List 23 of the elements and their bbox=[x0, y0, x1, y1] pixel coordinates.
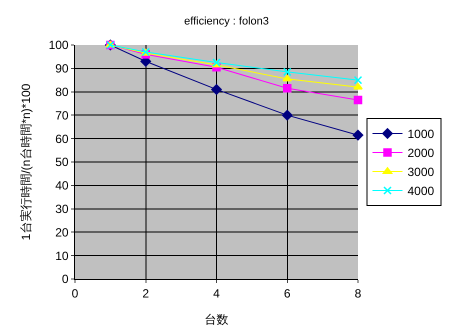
y-tick-label: 30 bbox=[55, 202, 69, 216]
y-tick-label: 20 bbox=[55, 225, 69, 240]
x-tick-label: 8 bbox=[354, 286, 362, 300]
legend-label: 1000 bbox=[407, 127, 435, 142]
legend-label: 2000 bbox=[407, 146, 435, 160]
x-tick-label: 2 bbox=[142, 286, 150, 300]
x-axis-title: 台数 bbox=[204, 312, 228, 326]
y-tick-label: 50 bbox=[55, 155, 69, 170]
legend-label: 4000 bbox=[407, 184, 435, 198]
y-tick-label: 100 bbox=[48, 38, 69, 52]
y-tick-label: 80 bbox=[55, 85, 69, 99]
x-tick-label: 4 bbox=[213, 286, 220, 300]
y-axis-title: 1台実行時間/(n台時間*n)*100 bbox=[18, 83, 33, 240]
y-tick-label: 10 bbox=[55, 248, 69, 263]
y-tick-label: 70 bbox=[55, 108, 69, 122]
y-tick-label: 0 bbox=[62, 272, 69, 286]
y-tick-label: 60 bbox=[55, 132, 69, 146]
y-tick-label: 90 bbox=[55, 62, 69, 76]
y-tick-label: 40 bbox=[55, 178, 69, 193]
chart-title: efficiency : folon3 bbox=[184, 16, 269, 28]
x-tick-label: 6 bbox=[284, 286, 291, 300]
legend-label: 3000 bbox=[407, 165, 435, 180]
x-tick-label: 0 bbox=[72, 286, 79, 300]
